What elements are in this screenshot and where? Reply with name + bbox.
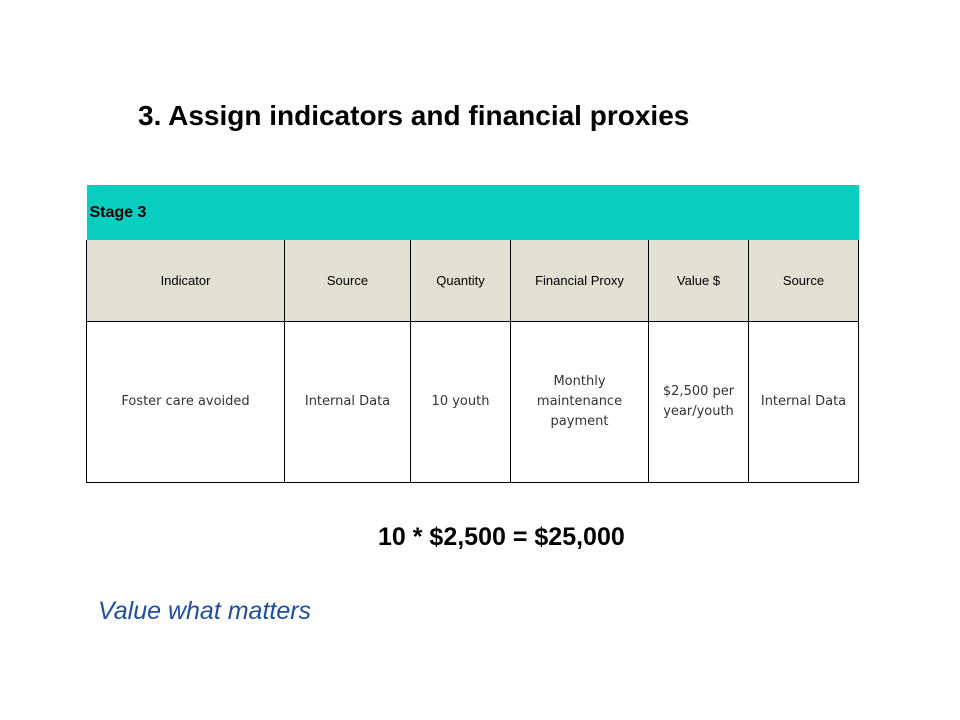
column-header-financial-proxy: Financial Proxy bbox=[510, 240, 649, 322]
column-header-quantity: Quantity bbox=[410, 240, 511, 322]
column-header-indicator: Indicator bbox=[86, 240, 285, 322]
cell-quantity: 10 youth bbox=[410, 321, 511, 483]
column-header-source: Source bbox=[284, 240, 411, 322]
tagline: Value what matters bbox=[98, 597, 312, 625]
column-header-proxy-source: Source bbox=[747, 240, 860, 322]
cell-value: $2,500 per year/youth bbox=[648, 321, 749, 483]
table-row: Foster care avoided Internal Data 10 you… bbox=[86, 321, 860, 483]
column-header-row: Indicator Source Quantity Financial Prox… bbox=[86, 240, 860, 322]
stage-row: Stage 3 bbox=[86, 185, 859, 240]
stage-label: Stage 3 bbox=[86, 185, 859, 240]
column-header-value: Value $ bbox=[648, 240, 749, 322]
cell-proxy-source: Internal Data bbox=[747, 321, 860, 483]
value-equation: 10 * $2,500 = $25,000 bbox=[378, 523, 625, 551]
slide-title: 3. Assign indicators and financial proxi… bbox=[138, 100, 690, 131]
cell-indicator: Foster care avoided bbox=[86, 321, 285, 483]
cell-source: Internal Data bbox=[284, 321, 411, 483]
cell-financial-proxy: Monthly maintenance payment bbox=[510, 321, 649, 483]
indicators-table: Stage 3 Indicator Source Quantity Financ… bbox=[86, 185, 860, 483]
